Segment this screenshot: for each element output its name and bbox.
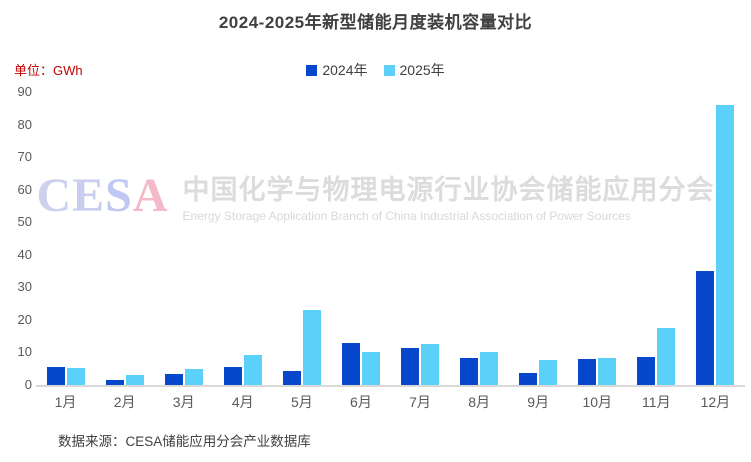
bar-2025年-4月 — [243, 354, 262, 385]
x-tick-11月: 11月 — [642, 394, 671, 410]
month-group-12月 — [686, 92, 745, 385]
legend-swatch-2024-icon — [306, 64, 318, 76]
x-tick-12月: 12月 — [700, 394, 731, 410]
y-tick-60: 60 — [17, 181, 32, 197]
chart-title: 2024-2025年新型储能月度装机容量对比 — [218, 13, 533, 32]
legend-label-2024: 2024年 — [322, 62, 368, 78]
bar-2024年-8月 — [460, 358, 479, 385]
legend-item-2025: 2025年 — [383, 60, 445, 80]
legend-swatch-2025-icon — [383, 64, 395, 76]
bar-2025年-2月 — [125, 375, 144, 385]
y-tick-10: 10 — [17, 344, 32, 360]
x-tick-8月: 8月 — [468, 394, 490, 410]
bar-2024年-1月 — [46, 367, 65, 385]
bar-2025年-6月 — [361, 352, 380, 385]
x-tick-2月: 2月 — [113, 394, 136, 410]
bar-2025年-5月 — [302, 310, 321, 385]
bar-2024年-7月 — [401, 348, 419, 385]
plot-area — [36, 92, 745, 387]
legend-label-2025: 2025年 — [399, 62, 445, 78]
bar-2024年-6月 — [341, 342, 360, 385]
bar-2025年-7月 — [421, 344, 439, 385]
bar-2025年-3月 — [184, 369, 203, 385]
y-tick-90: 90 — [17, 84, 32, 99]
bar-2025年-9月 — [539, 360, 558, 385]
bar-2024年-2月 — [105, 379, 124, 385]
month-group-1月 — [36, 92, 95, 385]
unit-label: 单位：GWh — [14, 63, 83, 78]
bar-2024年-3月 — [164, 373, 183, 385]
x-tick-9月: 9月 — [527, 394, 550, 410]
month-group-6月 — [331, 92, 390, 385]
month-group-3月 — [154, 92, 213, 385]
month-group-7月 — [390, 92, 449, 385]
y-tick-80: 80 — [17, 116, 32, 132]
bar-2024年-5月 — [282, 370, 301, 385]
x-tick-5月: 5月 — [290, 394, 313, 410]
bars — [36, 92, 745, 385]
month-group-10月 — [568, 92, 627, 385]
month-group-4月 — [213, 92, 272, 385]
bar-2025年-12月 — [716, 105, 735, 385]
month-group-5月 — [272, 92, 331, 385]
month-group-9月 — [509, 92, 568, 385]
bar-2025年-10月 — [598, 358, 617, 385]
legend: 2024年 2025年 — [0, 60, 751, 80]
y-tick-50: 50 — [17, 214, 32, 230]
bar-2024年-4月 — [223, 367, 242, 385]
x-tick-4月: 4月 — [231, 394, 254, 410]
month-group-11月 — [627, 92, 686, 385]
y-tick-40: 40 — [17, 246, 32, 262]
bar-2025年-8月 — [480, 351, 499, 385]
x-tick-7月: 7月 — [409, 394, 431, 410]
month-group-2月 — [95, 92, 154, 385]
bar-2024年-9月 — [519, 373, 538, 385]
bar-2024年-11月 — [637, 356, 656, 385]
x-tick-1月: 1月 — [54, 394, 77, 410]
x-tick-6月: 6月 — [350, 394, 372, 410]
bar-2024年-10月 — [578, 359, 597, 385]
x-tick-10月: 10月 — [582, 394, 613, 410]
y-tick-0: 0 — [24, 377, 32, 392]
bar-2024年-12月 — [696, 271, 715, 385]
x-axis-labels: 1月 2月 3月 4月 5月 6月 7月 8月 9月 10月 11月 12月 — [36, 392, 745, 412]
legend-item-2024: 2024年 — [306, 60, 368, 80]
x-tick-3月: 3月 — [172, 394, 195, 410]
month-group-8月 — [450, 92, 509, 385]
bar-2025年-1月 — [66, 367, 85, 385]
source-note: 数据来源：CESA储能应用分会产业数据库 — [58, 434, 311, 449]
y-tick-30: 30 — [17, 279, 32, 295]
y-tick-20: 20 — [17, 311, 32, 327]
y-tick-70: 70 — [17, 149, 32, 165]
bar-2025年-11月 — [657, 328, 676, 385]
